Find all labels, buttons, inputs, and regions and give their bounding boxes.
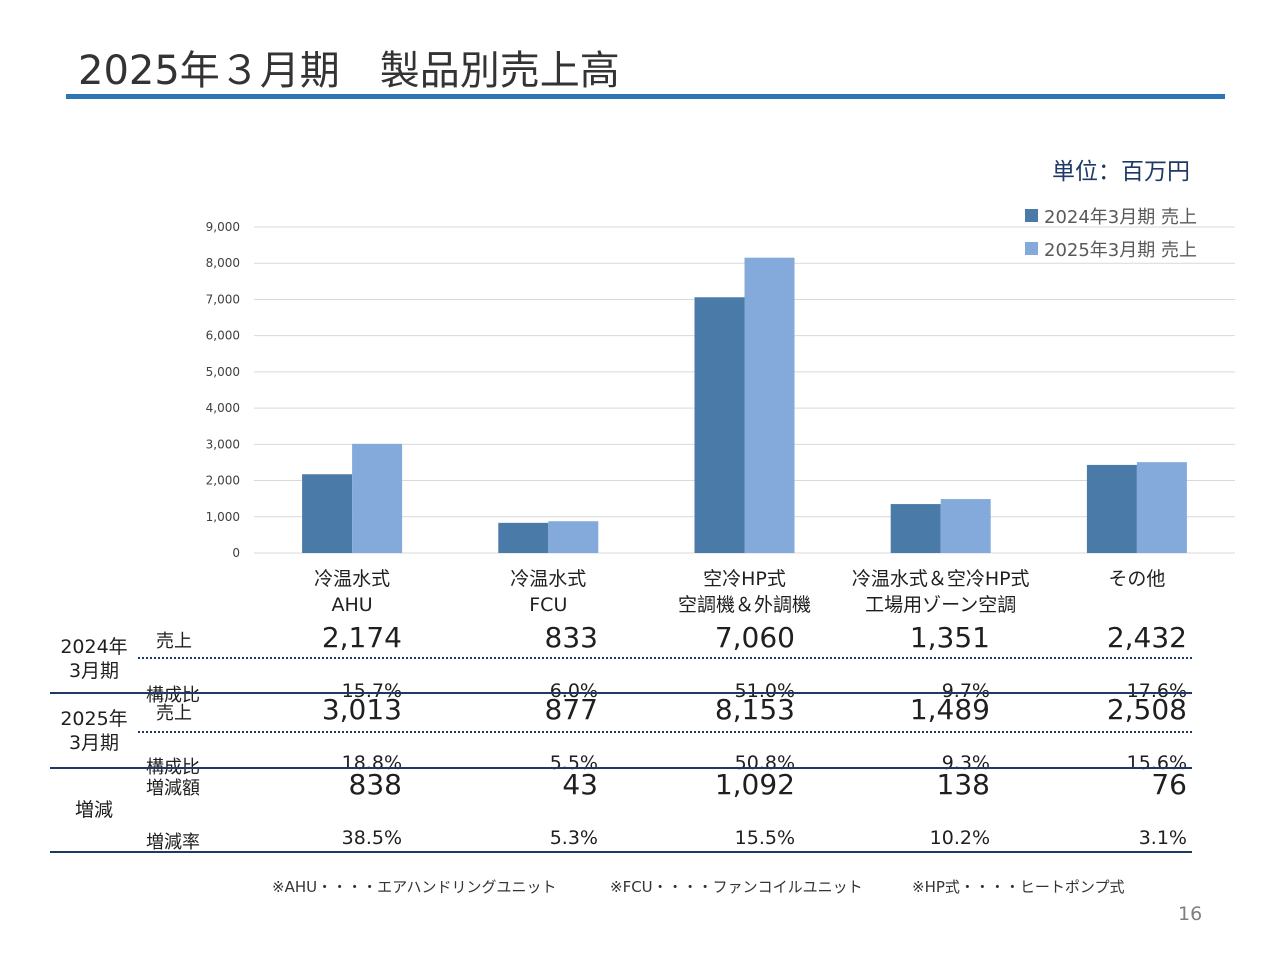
category-label: 冷温水式 FCU bbox=[510, 568, 587, 616]
unit-label: 単位：百万円 bbox=[1052, 159, 1190, 185]
table-group-label: 2025年 3月期 bbox=[60, 708, 128, 754]
table-row-label: 売上 bbox=[156, 703, 192, 724]
table-cell: 3,013 bbox=[321, 693, 402, 726]
y-tick-label: 1,000 bbox=[206, 510, 240, 524]
footnote: ※FCU・・・・ファンコイルユニット bbox=[610, 878, 863, 896]
table-cell: 5.3% bbox=[549, 827, 598, 849]
table-cell: 38.5% bbox=[341, 827, 402, 849]
table-row-label: 売上 bbox=[156, 631, 192, 652]
table-cell: 10.2% bbox=[929, 827, 990, 849]
bar-2025 bbox=[548, 521, 599, 553]
page-title: 2025年３月期 製品別売上高 bbox=[78, 48, 620, 94]
y-tick-label: 5,000 bbox=[206, 365, 240, 379]
table-cell: 3.1% bbox=[1138, 827, 1187, 849]
y-tick-label: 9,000 bbox=[206, 220, 240, 234]
table-cell: 1,351 bbox=[909, 621, 990, 654]
table-row-label: 増減額 bbox=[146, 778, 200, 799]
table-cell: 15.5% bbox=[734, 827, 795, 849]
table-cell: 15.7% bbox=[341, 680, 402, 702]
bar-2025 bbox=[352, 443, 403, 553]
title-underline bbox=[66, 94, 1225, 99]
y-tick-label: 4,000 bbox=[206, 401, 240, 415]
legend-item-2025: 2025年3月期 売上 bbox=[1025, 232, 1197, 265]
table-cell: 838 bbox=[348, 768, 402, 801]
table-cell: 17.6% bbox=[1126, 680, 1187, 702]
table-dotted-rule bbox=[138, 657, 1192, 659]
bar-2025 bbox=[744, 257, 795, 553]
page-number: 16 bbox=[1178, 903, 1203, 925]
chart-legend: 2024年3月期 売上 2025年3月期 売上 bbox=[1025, 199, 1197, 265]
table-cell: 7,060 bbox=[714, 621, 795, 654]
table-cell: 8,153 bbox=[714, 693, 795, 726]
category-label: 冷温水式＆空冷HP式 工場用ゾーン空調 bbox=[851, 568, 1030, 616]
table-row-label: 増減率 bbox=[146, 832, 200, 853]
table-rule bbox=[50, 851, 1192, 853]
table-cell: 2,508 bbox=[1106, 693, 1187, 726]
table-cell: 1,092 bbox=[714, 768, 795, 801]
footnote: ※HP式・・・・ヒートポンプ式 bbox=[912, 878, 1125, 896]
legend-label-2024: 2024年3月期 売上 bbox=[1044, 206, 1197, 228]
table-dotted-rule bbox=[138, 731, 1192, 733]
bar-2025 bbox=[940, 499, 991, 553]
table-rule bbox=[50, 767, 1192, 769]
bar-2024 bbox=[694, 297, 745, 553]
table-cell: 877 bbox=[544, 693, 598, 726]
table-cell: 6.0% bbox=[549, 680, 598, 702]
table-group-label: 2024年 3月期 bbox=[60, 636, 128, 682]
legend-label-2025: 2025年3月期 売上 bbox=[1044, 239, 1197, 261]
y-tick-label: 8,000 bbox=[206, 256, 240, 270]
bar-2024 bbox=[1086, 464, 1137, 553]
bar-2024 bbox=[890, 504, 941, 553]
y-tick-label: 0 bbox=[232, 546, 240, 560]
table-cell: 43 bbox=[562, 768, 598, 801]
footnote: ※AHU・・・・エアハンドリングユニット bbox=[272, 878, 557, 896]
y-tick-label: 2,000 bbox=[206, 474, 240, 488]
table-cell: 1,489 bbox=[909, 693, 990, 726]
legend-swatch-2024 bbox=[1025, 209, 1038, 222]
category-label: 空冷HP式 空調機＆外調機 bbox=[677, 568, 812, 616]
table-cell: 2,432 bbox=[1106, 621, 1187, 654]
y-tick-label: 3,000 bbox=[206, 437, 240, 451]
table-group-label: 増減 bbox=[74, 799, 113, 821]
bar-2025 bbox=[1136, 462, 1187, 553]
table-cell: 2,174 bbox=[321, 621, 402, 654]
table-cell: 51.0% bbox=[734, 680, 795, 702]
table-cell: 9.7% bbox=[941, 680, 990, 702]
bar-2024 bbox=[498, 522, 549, 553]
table-cell: 138 bbox=[936, 768, 990, 801]
legend-item-2024: 2024年3月期 売上 bbox=[1025, 199, 1197, 232]
table-row-label: 構成比 bbox=[146, 685, 200, 706]
table-cell: 833 bbox=[544, 621, 598, 654]
category-label: 冷温水式 AHU bbox=[314, 568, 391, 616]
table-cell: 76 bbox=[1151, 768, 1187, 801]
table-rule bbox=[50, 692, 1192, 694]
legend-swatch-2025 bbox=[1025, 242, 1038, 255]
bar-2024 bbox=[302, 474, 353, 553]
y-tick-label: 6,000 bbox=[206, 329, 240, 343]
category-label: その他 bbox=[1108, 568, 1166, 590]
y-tick-label: 7,000 bbox=[206, 292, 240, 306]
